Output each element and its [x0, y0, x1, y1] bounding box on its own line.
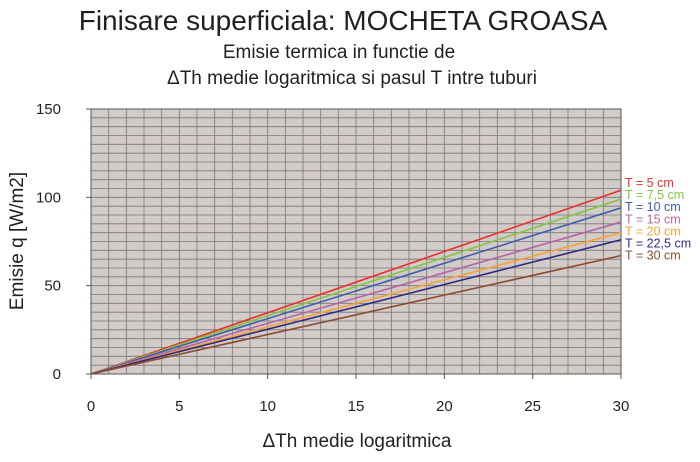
- series-line-5: [90, 231, 622, 375]
- x-tick-label: 30: [613, 398, 630, 415]
- x-tick-label: 20: [436, 398, 453, 415]
- x-tick-label: 15: [348, 398, 365, 415]
- y-tick-label: 150: [36, 101, 61, 118]
- series-line-2: [90, 198, 622, 375]
- legend-entry-2: T = 7,5 cm: [625, 188, 684, 202]
- y-tick-label: 100: [36, 189, 61, 206]
- legend-entry-4: T = 15 cm: [625, 212, 681, 226]
- y-axis-label: Emisie q [W/m2]: [7, 172, 28, 310]
- x-tick-label: 5: [175, 398, 183, 415]
- legend: T = 5 cmT = 7,5 cmT = 10 cmT = 15 cmT = …: [625, 176, 691, 263]
- series-line-1: [90, 189, 622, 375]
- chart-title: Finisare superficiala: MOCHETA GROASA: [79, 5, 608, 36]
- x-axis-label: ΔTh medie logaritmica: [262, 431, 451, 452]
- legend-entry-6: T = 22,5 cm: [625, 237, 691, 251]
- legend-entry-3: T = 10 cm: [625, 200, 681, 214]
- x-tick-label: 25: [524, 398, 541, 415]
- x-tick-label: 10: [259, 398, 276, 415]
- x-tick-label: 0: [87, 398, 95, 415]
- legend-entry-1: T = 5 cm: [625, 176, 674, 190]
- series-line-7: [90, 254, 622, 375]
- chart-subtitle-line-1: Emisie termica in functie de: [223, 42, 455, 63]
- y-tick-label: 50: [44, 278, 61, 295]
- series-line-6: [90, 238, 622, 375]
- grid-lines: [90, 108, 622, 375]
- series-line-4: [90, 221, 622, 375]
- legend-entry-7: T = 30 cm: [625, 249, 681, 263]
- chart-subtitle-line-2: ΔTh medie logaritmica si pasul T intre t…: [167, 68, 537, 89]
- series-line-3: [90, 207, 622, 375]
- y-tick-label: 0: [53, 366, 61, 383]
- legend-entry-5: T = 20 cm: [625, 224, 681, 238]
